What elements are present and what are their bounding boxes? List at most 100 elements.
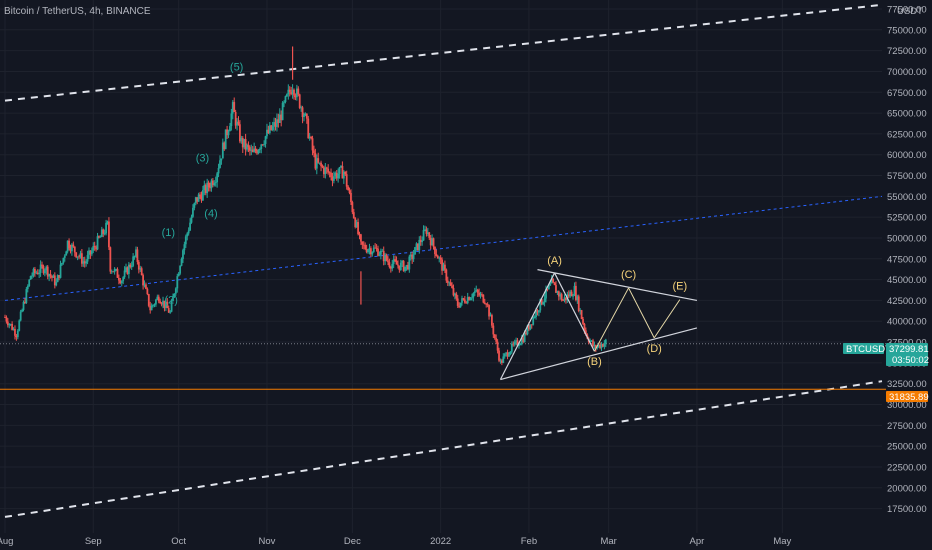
candle-body [324, 167, 327, 175]
candle-body [348, 190, 351, 193]
candle-body [313, 150, 315, 154]
candle-body [453, 293, 456, 296]
candle-body [169, 311, 172, 313]
corrective-wave-label: (A) [547, 255, 562, 267]
candle-body [24, 301, 26, 303]
candle-body [545, 288, 547, 299]
candle-body [117, 277, 120, 281]
candle-body [210, 180, 213, 189]
candle-body [375, 248, 378, 249]
candle-body [29, 275, 32, 280]
candle-body [340, 166, 342, 168]
candle-body [9, 323, 12, 325]
candle-body [234, 111, 237, 126]
candle-body [229, 126, 231, 132]
candle-body [489, 315, 492, 317]
candle-body [71, 244, 73, 252]
candle-body [530, 324, 533, 326]
candle-body [270, 125, 273, 130]
candle-body [342, 171, 345, 179]
candle-body [382, 250, 385, 262]
symbol-tag[interactable]: BTCUSDT [846, 344, 891, 355]
candle-body [431, 238, 434, 246]
candle-body [98, 236, 100, 238]
price-tick-label: 75000.00 [887, 25, 927, 36]
candle-body [200, 195, 203, 201]
elliott-wave-drawings[interactable]: (A) (B) (C) (D) (E) (1) (2) (3) (4) (5) [162, 62, 698, 381]
candle-body [130, 265, 133, 268]
corrective-wave-label: (E) [672, 281, 687, 293]
candle-body [295, 88, 298, 98]
candle-body [422, 230, 425, 241]
candle-body [604, 339, 607, 344]
candle-body [584, 330, 587, 335]
candle-body [112, 271, 115, 273]
candle-body [297, 88, 300, 95]
candle-body [582, 318, 584, 324]
candle-body [163, 300, 166, 308]
time-axis[interactable]: Aug Sep Oct Nov Dec 2022 Feb Mar Apr May [0, 536, 792, 547]
candle-body [106, 221, 109, 223]
candle-body [159, 301, 162, 304]
candle-body [204, 185, 207, 194]
candle-body [264, 136, 267, 144]
candle-body [51, 275, 53, 278]
candle-body [493, 334, 496, 339]
candle-body [562, 300, 564, 302]
candle-body [592, 340, 594, 347]
candle-body [379, 250, 382, 255]
candle-body [16, 330, 19, 338]
candle-body [21, 309, 23, 312]
candle-body [589, 340, 592, 342]
channel-upper-line [4, 3, 883, 102]
candle-body [236, 121, 238, 126]
candle-body [8, 324, 11, 326]
candle-body [567, 294, 570, 297]
candle-body [156, 296, 159, 300]
candle-body [213, 183, 216, 186]
candle-body [506, 352, 509, 357]
candle-body [522, 338, 525, 343]
candle-body [542, 302, 545, 305]
candle-body [82, 261, 85, 264]
price-tick-label: 30000.00 [887, 400, 927, 411]
candle-body [100, 229, 103, 237]
candle-body [488, 305, 490, 317]
candle-body [594, 345, 597, 349]
candle-body [314, 153, 317, 169]
price-tick-label: 62500.00 [887, 129, 927, 140]
candle-body [66, 240, 69, 252]
time-tick-label: Aug [0, 536, 13, 547]
candle-body [334, 172, 337, 177]
candle-body [576, 296, 579, 300]
candle-body [365, 249, 368, 253]
candle-body [166, 301, 169, 309]
candle-body [532, 317, 535, 325]
candle-body [350, 192, 352, 203]
candle-body [25, 289, 28, 303]
candle-body [327, 168, 330, 173]
candle-body [6, 321, 9, 326]
time-tick-label: Oct [171, 536, 186, 547]
candle-body [580, 310, 583, 319]
symbol-legend[interactable]: Bitcoin / TetherUS, 4h, BINANCE [4, 6, 151, 17]
candle-body [103, 233, 106, 235]
candle-body [573, 285, 576, 296]
candle-body [429, 237, 432, 246]
candle-body [572, 295, 574, 297]
candle-body [253, 148, 256, 153]
candle-body [53, 275, 56, 286]
price-tick-label: 52500.00 [887, 213, 927, 224]
candle-body [203, 185, 206, 191]
candle-body [387, 260, 389, 263]
candle-body [461, 298, 463, 303]
candle-body [570, 291, 573, 297]
candle-body [513, 341, 516, 345]
candle-body [512, 343, 515, 345]
candle-body [78, 256, 80, 258]
candle-body [199, 194, 201, 196]
candle-body [374, 247, 377, 249]
